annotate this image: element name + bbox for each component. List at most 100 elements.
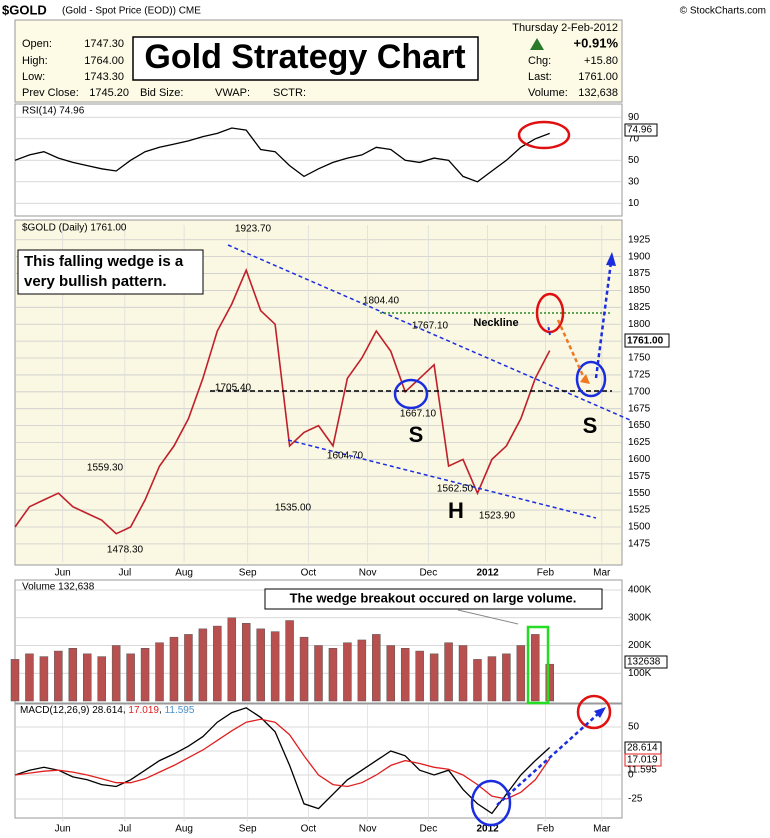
y-tick-label: 90 bbox=[628, 112, 640, 123]
circle bbox=[517, 120, 571, 150]
bar bbox=[198, 628, 208, 702]
bar bbox=[155, 642, 164, 702]
price-label: 1767.10 bbox=[412, 321, 449, 332]
field-label: Bid Size: bbox=[140, 87, 183, 99]
series-line bbox=[14, 718, 551, 800]
price-label: 1923.70 bbox=[235, 224, 272, 235]
field-value: 132,638 bbox=[578, 87, 618, 99]
bar bbox=[372, 634, 381, 702]
bar bbox=[39, 656, 49, 702]
x-tick-label: Jun bbox=[55, 824, 71, 835]
description: (Gold - Spot Price (EOD)) CME bbox=[62, 6, 201, 17]
bar bbox=[270, 631, 280, 702]
y-tick-label: 1650 bbox=[628, 420, 651, 431]
y-tick-label: 200K bbox=[628, 640, 652, 651]
note-line: very bullish pattern. bbox=[24, 273, 167, 290]
pointer bbox=[457, 609, 519, 625]
y-tick-label: 1700 bbox=[628, 386, 651, 397]
y-tick-label: 1750 bbox=[628, 353, 651, 364]
macd-value: 28.614 bbox=[92, 705, 123, 716]
note-line: This falling wedge is a bbox=[24, 253, 184, 270]
x-tick-label: Sep bbox=[239, 824, 257, 835]
neckline-label: Neckline bbox=[473, 317, 518, 329]
chart-title: Gold Strategy Chart bbox=[144, 38, 465, 76]
y-tick-label: 50 bbox=[628, 155, 640, 166]
volume-title: Volume 132,638 bbox=[22, 582, 95, 593]
y-tick-label: 1800 bbox=[628, 319, 651, 330]
macd-panel bbox=[14, 703, 623, 819]
y-tick-label: 1625 bbox=[628, 437, 651, 448]
bar bbox=[487, 656, 497, 702]
y-tick-label: 1525 bbox=[628, 505, 651, 516]
price-label: 1804.40 bbox=[363, 296, 400, 307]
bar bbox=[429, 653, 439, 702]
x-tick-label: Nov bbox=[359, 824, 377, 835]
field-label: High: bbox=[22, 55, 48, 67]
y-tick-label: 300K bbox=[628, 612, 652, 623]
field-value: 1743.30 bbox=[84, 71, 124, 83]
tag-box bbox=[624, 655, 668, 669]
price-title: $GOLD (Daily) 1761.00 bbox=[22, 223, 127, 234]
bar bbox=[400, 648, 410, 702]
arrow bbox=[547, 324, 551, 336]
bar bbox=[241, 623, 251, 702]
field-value: 1745.20 bbox=[89, 87, 129, 99]
circle bbox=[575, 360, 607, 398]
up-arrow bbox=[530, 38, 544, 50]
y-tick-label: 1725 bbox=[628, 370, 651, 381]
title-box bbox=[132, 36, 479, 81]
circle bbox=[470, 779, 512, 827]
price-label: 1535.00 bbox=[275, 503, 312, 514]
x-tick-label: Aug bbox=[175, 824, 193, 835]
bar bbox=[169, 636, 179, 702]
rsi-title: RSI(14) 74.96 bbox=[22, 106, 85, 117]
x-tick-label: Dec bbox=[419, 824, 437, 835]
x-tick-label: Nov bbox=[359, 568, 377, 579]
bar bbox=[227, 617, 237, 702]
y-tick-label: 1550 bbox=[628, 488, 651, 499]
bar bbox=[299, 636, 309, 702]
price-label: 1705.40 bbox=[215, 383, 252, 394]
shoulder-label: S bbox=[409, 422, 424, 447]
field-label: VWAP: bbox=[215, 87, 250, 99]
bar bbox=[314, 645, 323, 702]
highlight-box bbox=[526, 625, 550, 705]
shoulder-label: S bbox=[583, 413, 598, 438]
arrowhead bbox=[606, 252, 616, 266]
bar bbox=[256, 628, 265, 702]
circle bbox=[576, 694, 612, 730]
tag-box bbox=[624, 333, 670, 348]
field-label: Volume: bbox=[528, 87, 568, 99]
x-tick-label: Dec bbox=[419, 568, 437, 579]
field-label: Chg: bbox=[528, 55, 551, 67]
field-value: 1761.00 bbox=[578, 71, 618, 83]
signal-value: 17.019 bbox=[128, 705, 159, 716]
circle bbox=[393, 378, 429, 410]
tag-box bbox=[624, 753, 662, 767]
note-box bbox=[17, 249, 204, 295]
bar bbox=[54, 650, 63, 702]
head-label: H bbox=[448, 498, 464, 523]
y-tick-label: 70 bbox=[628, 133, 640, 144]
bar bbox=[126, 653, 135, 702]
bar bbox=[10, 659, 20, 702]
price-label: 1478.30 bbox=[107, 545, 144, 556]
y-tick-label: 10 bbox=[628, 198, 640, 209]
y-tick-label: 1900 bbox=[628, 251, 651, 262]
bar bbox=[328, 648, 338, 702]
x-tick-label: Jul bbox=[118, 568, 131, 579]
arrow bbox=[556, 319, 586, 379]
field-value: 1747.30 bbox=[84, 38, 124, 50]
bar bbox=[444, 642, 453, 702]
y-tick-label: 1925 bbox=[628, 234, 651, 245]
field-label: Prev Close: bbox=[22, 87, 79, 99]
x-tick-label: 2012 bbox=[476, 568, 499, 579]
x-tick-label: Mar bbox=[593, 568, 611, 579]
bar bbox=[415, 650, 424, 702]
x-tick-label: Feb bbox=[537, 824, 555, 835]
bar bbox=[357, 639, 367, 702]
bar bbox=[111, 645, 121, 702]
arrow bbox=[594, 261, 613, 379]
hist-tag: 11.595 bbox=[627, 765, 657, 776]
y-tick-label: 1825 bbox=[628, 302, 651, 313]
